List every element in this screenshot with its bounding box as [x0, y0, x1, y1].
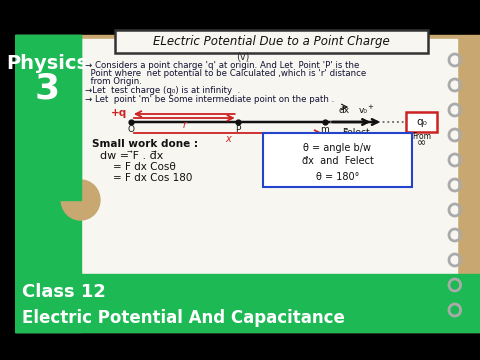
Text: O: O [128, 125, 134, 134]
Text: dw = ⃗F . d⃗x: dw = ⃗F . d⃗x [100, 151, 163, 161]
Bar [81, 39, 457, 325]
Text: q₀: q₀ [416, 117, 427, 127]
Text: θ = 180°: θ = 180° [316, 172, 359, 182]
Text: = F dx Cosθ: = F dx Cosθ [100, 162, 176, 172]
Text: F⃗elect: F⃗elect [342, 127, 370, 136]
Text: x: x [225, 134, 231, 144]
Text: →Let  test charge (q₀) is at infinity  .: →Let test charge (q₀) is at infinity . [85, 86, 240, 95]
Bar [15, 332, 480, 360]
Text: (v): (v) [236, 51, 249, 61]
Text: Class 12: Class 12 [23, 283, 106, 301]
Text: Physics: Physics [7, 54, 89, 72]
Bar [15, 274, 480, 332]
Bar [15, 0, 480, 35]
Text: d⃗x  and  Felect: d⃗x and Felect [301, 156, 373, 166]
Text: 3: 3 [35, 71, 60, 105]
Bar [15, 35, 480, 332]
Bar [15, 35, 81, 332]
Text: dx: dx [339, 105, 350, 114]
Text: from Origin.: from Origin. [85, 77, 142, 86]
Circle shape [61, 180, 100, 220]
Text: → Considers a point charge 'q' at origin. And Let  Point 'P' is the: → Considers a point charge 'q' at origin… [85, 60, 360, 69]
Text: +: + [368, 104, 373, 110]
Text: +q: +q [111, 108, 128, 118]
Bar [15, 35, 81, 200]
Text: = F dx Cos 180: = F dx Cos 180 [100, 173, 192, 183]
Text: Electric Potential And Capacitance: Electric Potential And Capacitance [23, 309, 345, 327]
FancyBboxPatch shape [263, 133, 412, 187]
Text: v₀: v₀ [359, 105, 368, 114]
Text: P: P [235, 125, 240, 134]
Text: θ = angle b/w: θ = angle b/w [303, 143, 372, 153]
Text: Point where  net potential to be Calculated ,which is 'r' distance: Point where net potential to be Calculat… [85, 68, 367, 77]
Text: ELectric Potential Due to a Point Charge: ELectric Potential Due to a Point Charge [153, 35, 390, 48]
Text: Small work done :: Small work done : [92, 139, 198, 149]
Text: m: m [321, 125, 329, 134]
FancyBboxPatch shape [406, 112, 437, 132]
Text: r: r [182, 120, 186, 130]
FancyBboxPatch shape [115, 30, 428, 53]
Text: → Let  point 'm' be Some intermediate point on the path .: → Let point 'm' be Some intermediate poi… [85, 95, 335, 104]
Text: ∞: ∞ [417, 138, 426, 148]
Text: From: From [412, 131, 432, 140]
